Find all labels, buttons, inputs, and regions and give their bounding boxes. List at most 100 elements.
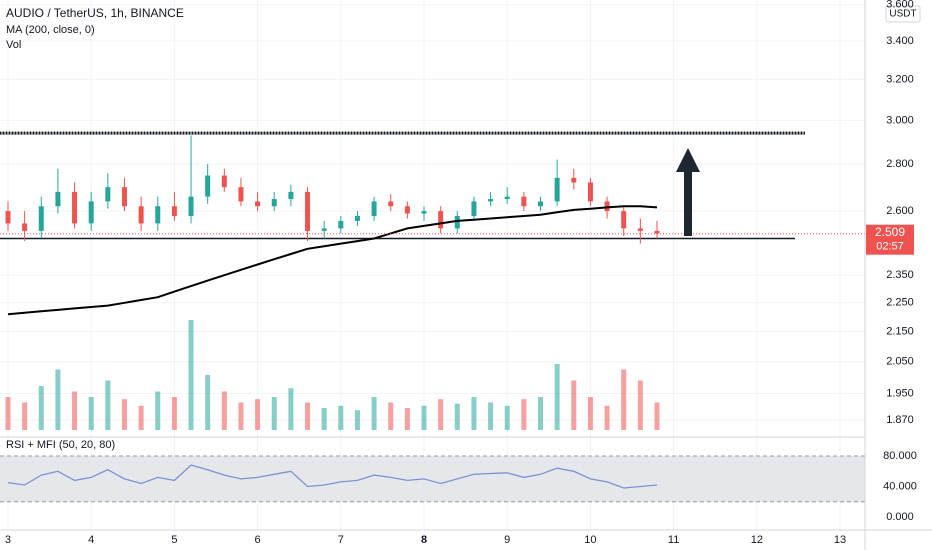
- x-tick-label: 10: [584, 534, 596, 546]
- volume-bar: [5, 397, 11, 430]
- volume-bar: [22, 402, 28, 430]
- volume-bar: [155, 391, 161, 430]
- candle-body: [255, 201, 261, 207]
- volume-bar: [321, 408, 327, 430]
- x-tick-label: 11: [668, 534, 679, 546]
- volume-bar: [138, 405, 144, 430]
- rsi-line: [7, 464, 658, 489]
- volume-bar: [504, 405, 510, 430]
- volume-bar: [454, 403, 460, 430]
- candle-body: [354, 215, 360, 221]
- volume-bar: [205, 375, 211, 430]
- candle-body: [654, 230, 660, 234]
- y-tick-label: 1.950: [886, 387, 914, 399]
- candle-body: [604, 201, 610, 212]
- candle-body: [22, 223, 28, 231]
- y-tick-label: 3.600: [886, 0, 914, 11]
- candle-body: [504, 196, 510, 200]
- y-tick-label: 3.000: [886, 114, 914, 126]
- candle-body: [538, 201, 544, 207]
- candle-body: [121, 187, 127, 207]
- candle-body: [205, 175, 211, 197]
- y-tick-label: 2.350: [886, 269, 914, 281]
- x-tick-label: 7: [338, 534, 344, 546]
- volume-bar: [604, 405, 610, 430]
- candle-body: [55, 191, 61, 207]
- volume-bar: [88, 397, 94, 430]
- volume-bar: [255, 399, 261, 430]
- grid: [0, 0, 865, 530]
- rsi-tick-label: 40.000: [883, 480, 917, 492]
- y-tick-label: 3.400: [886, 35, 914, 47]
- volume-bar: [571, 380, 577, 430]
- candle-body: [188, 196, 194, 216]
- x-tick-label: 13: [834, 534, 846, 546]
- rsi-band: [0, 455, 865, 502]
- volume-bar: [388, 402, 394, 430]
- rsi-label: RSI + MFI (50, 20, 80): [6, 439, 115, 451]
- candle-body: [438, 211, 444, 229]
- x-tick-label: 3: [5, 534, 11, 546]
- candle-body: [471, 201, 477, 216]
- volume-bar: [554, 364, 560, 430]
- candle-body: [587, 182, 593, 202]
- volume-bar: [421, 405, 427, 430]
- volume-bar: [354, 410, 360, 430]
- volume-bar: [38, 386, 44, 430]
- x-tick-label: 4: [88, 534, 94, 546]
- y-tick-label: 1.870: [886, 414, 914, 426]
- candle-body: [288, 191, 294, 200]
- x-tick-label: 5: [171, 534, 177, 546]
- candle-body: [238, 187, 244, 202]
- volume-bar: [438, 399, 444, 430]
- candle-body: [554, 177, 560, 202]
- candle-body: [388, 201, 394, 207]
- indicator-label: Vol: [6, 39, 21, 51]
- rsi-tick-label: 80.000: [883, 450, 917, 462]
- candle-body: [404, 206, 410, 214]
- candle-body: [171, 206, 177, 216]
- candle-body: [38, 206, 44, 231]
- indicator-label: MA (200, close, 0): [6, 24, 95, 36]
- candle-body: [454, 215, 460, 229]
- volume-bar: [55, 369, 61, 430]
- last-price-box: [866, 224, 914, 255]
- volume-bar: [521, 399, 527, 430]
- candle-body: [305, 191, 311, 231]
- candle-body: [155, 206, 161, 224]
- rsi-tick-label: 0.000: [886, 511, 914, 523]
- volume-bar: [188, 320, 194, 430]
- currency: USDT: [889, 9, 916, 20]
- volume-bar: [654, 402, 660, 430]
- x-tick-label: 8: [421, 534, 427, 546]
- x-tick-label: 9: [504, 534, 510, 546]
- volume-bar: [105, 380, 111, 430]
- y-tick-label: 2.250: [886, 297, 914, 309]
- y-tick-label: 3.200: [886, 73, 914, 85]
- volume-bar: [271, 397, 277, 430]
- candle-body: [488, 199, 494, 202]
- chart-title: AUDIO / TetherUS, 1h, BINANCE: [6, 6, 184, 20]
- volume-bar: [404, 408, 410, 430]
- marks: [0, 131, 865, 489]
- volume-bar: [121, 399, 127, 430]
- volume-bar: [538, 397, 544, 430]
- volume-bar: [471, 397, 477, 430]
- candle-body: [138, 206, 144, 224]
- last-price-label: 2.509: [875, 225, 905, 239]
- volume-bar: [488, 402, 494, 430]
- volume-bar: [587, 397, 593, 430]
- candle-body: [521, 196, 527, 207]
- currency-box: [885, 5, 921, 23]
- x-tick-label: 12: [751, 534, 763, 546]
- volume-bar: [338, 405, 344, 430]
- volume-bar: [637, 380, 643, 430]
- arrow-head: [676, 148, 700, 172]
- volume-bar: [221, 391, 227, 430]
- y-tick-label: 2.800: [886, 158, 914, 170]
- candle-body: [338, 220, 344, 229]
- candle-body: [321, 228, 327, 231]
- candle-body: [105, 187, 111, 202]
- ma-line: [7, 205, 658, 316]
